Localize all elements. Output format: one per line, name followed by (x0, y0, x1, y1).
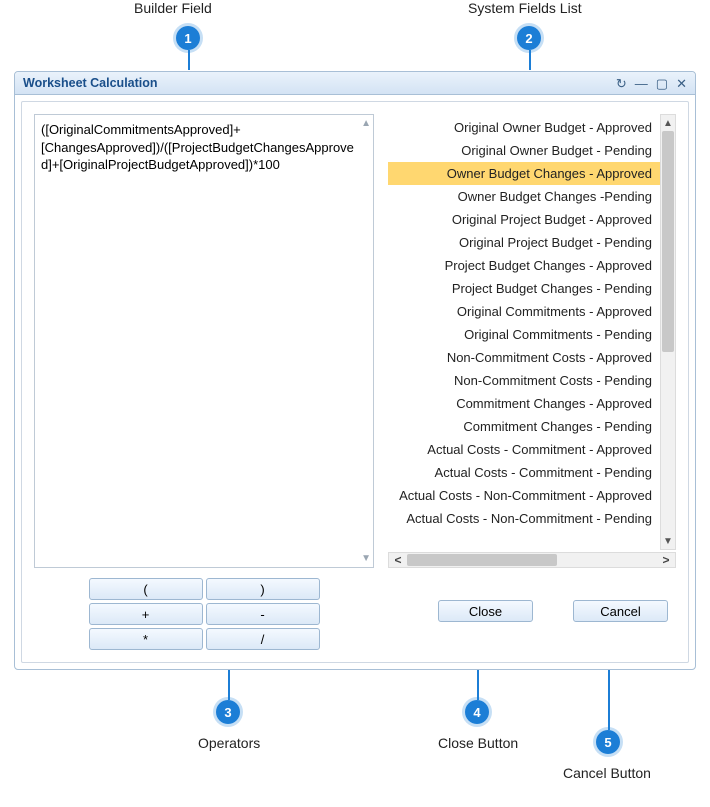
title-bar[interactable]: Worksheet Calculation ↻ — ▢ ✕ (15, 72, 695, 95)
list-item[interactable]: Original Owner Budget - Pending (388, 139, 660, 162)
list-item[interactable]: Original Project Budget - Pending (388, 231, 660, 254)
fields-list[interactable]: Original Owner Budget - ApprovedOriginal… (388, 114, 660, 550)
title-text: Worksheet Calculation (23, 76, 616, 90)
scroll-left-icon[interactable]: < (389, 553, 407, 567)
vertical-scrollbar[interactable]: ▲ ▼ (660, 114, 676, 550)
list-item[interactable]: Project Budget Changes - Pending (388, 277, 660, 300)
callout-label: Operators (198, 735, 260, 751)
callout-label: System Fields List (468, 0, 582, 16)
operators-grid: ()+-*/ (89, 578, 320, 650)
callout-line (188, 50, 190, 70)
list-item[interactable]: Original Project Budget - Approved (388, 208, 660, 231)
horizontal-scrollbar[interactable]: < > (388, 552, 676, 568)
bottom-annotations: 3 Operators 4 Close Button 5 Cancel Button (0, 670, 710, 800)
list-item[interactable]: Actual Costs - Commitment - Approved (388, 438, 660, 461)
callout-bubble: 5 (596, 730, 620, 754)
operator-button[interactable]: ( (89, 578, 203, 600)
callout-bubble: 3 (216, 700, 240, 724)
dialog-body: ▲ ▼ ()+-*/ Original Owner Budget - Appro… (21, 101, 689, 663)
callout-label: Close Button (438, 735, 518, 751)
callout-line (529, 50, 531, 70)
operator-button[interactable]: * (89, 628, 203, 650)
operator-button[interactable]: - (206, 603, 320, 625)
close-button[interactable]: Close (438, 600, 533, 622)
fields-list-area: Original Owner Budget - ApprovedOriginal… (388, 114, 676, 568)
builder-field-wrap: ▲ ▼ (34, 114, 374, 568)
list-item[interactable]: Non-Commitment Costs - Approved (388, 346, 660, 369)
scroll-right-icon[interactable]: > (657, 553, 675, 567)
cancel-button[interactable]: Cancel (573, 600, 668, 622)
list-item[interactable]: Original Owner Budget - Approved (388, 116, 660, 139)
dialog-actions: Close Cancel (388, 600, 676, 622)
spinner-down-icon[interactable]: ▼ (361, 553, 371, 564)
builder-field[interactable] (35, 115, 373, 567)
scroll-down-icon[interactable]: ▼ (661, 533, 675, 549)
left-column: ▲ ▼ ()+-*/ (34, 114, 374, 650)
operator-button[interactable]: / (206, 628, 320, 650)
list-item[interactable]: Owner Budget Changes - Approved (388, 162, 660, 185)
operator-button[interactable]: + (89, 603, 203, 625)
callout-line (228, 670, 230, 700)
fields-list-wrap: Original Owner Budget - ApprovedOriginal… (388, 114, 676, 550)
hscroll-thumb[interactable] (407, 554, 557, 566)
callout-bubble: 4 (465, 700, 489, 724)
vscroll-thumb[interactable] (662, 131, 674, 352)
close-icon[interactable]: ✕ (676, 77, 687, 90)
scroll-up-icon[interactable]: ▲ (661, 115, 675, 131)
list-item[interactable]: Actual Costs - Non-Commitment - Approved (388, 484, 660, 507)
list-item[interactable]: Actual Costs - Non-Commitment - Pending (388, 507, 660, 530)
list-item[interactable]: Commitment Changes - Pending (388, 415, 660, 438)
spinner-up-icon[interactable]: ▲ (361, 118, 371, 129)
window-buttons: ↻ — ▢ ✕ (616, 77, 687, 90)
minimize-icon[interactable]: — (635, 77, 648, 90)
maximize-icon[interactable]: ▢ (656, 77, 668, 90)
list-item[interactable]: Original Commitments - Approved (388, 300, 660, 323)
callout-line (608, 670, 610, 730)
list-item[interactable]: Non-Commitment Costs - Pending (388, 369, 660, 392)
callout-bubble: 2 (517, 26, 541, 50)
list-item[interactable]: Commitment Changes - Approved (388, 392, 660, 415)
hscroll-track[interactable] (407, 553, 657, 567)
refresh-icon[interactable]: ↻ (616, 77, 627, 90)
callout-label: Builder Field (134, 0, 212, 16)
callout-bubble: 1 (176, 26, 200, 50)
operator-button[interactable]: ) (206, 578, 320, 600)
top-annotations: Builder Field 1 System Fields List 2 (0, 0, 710, 63)
vscroll-track[interactable] (661, 131, 675, 533)
right-column: Original Owner Budget - ApprovedOriginal… (388, 114, 676, 650)
list-item[interactable]: Actual Costs - Commitment - Pending (388, 461, 660, 484)
callout-line (477, 670, 479, 700)
dialog-window: Worksheet Calculation ↻ — ▢ ✕ ▲ ▼ ()+-*/… (14, 71, 696, 670)
list-item[interactable]: Owner Budget Changes -Pending (388, 185, 660, 208)
list-item[interactable]: Original Commitments - Pending (388, 323, 660, 346)
list-item[interactable]: Project Budget Changes - Approved (388, 254, 660, 277)
callout-label: Cancel Button (563, 765, 651, 781)
